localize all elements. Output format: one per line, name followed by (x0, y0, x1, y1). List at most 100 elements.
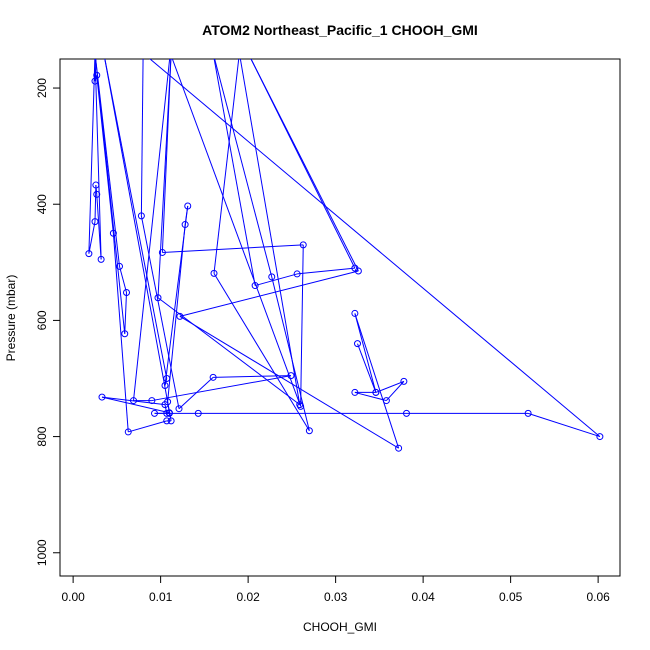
data-point (210, 269, 218, 277)
data-point (137, 212, 145, 220)
series-segment (171, 59, 302, 407)
data-point (165, 409, 173, 417)
x-tick-label: 0.00 (61, 590, 85, 604)
series-segment (95, 185, 98, 195)
data-point (209, 373, 217, 381)
data-point (151, 409, 158, 417)
series-segment (94, 185, 97, 222)
series-segment (128, 420, 167, 433)
data-point (167, 417, 175, 425)
data-point (92, 181, 100, 189)
data-point (85, 250, 93, 258)
series-segment (354, 391, 387, 402)
data-point (268, 273, 276, 281)
series-segment (213, 59, 240, 274)
data-point (596, 433, 604, 441)
x-tick-label: 0.06 (586, 590, 610, 604)
series-segment (96, 75, 114, 234)
data-point (123, 289, 130, 297)
data-point (296, 401, 304, 409)
data-point (194, 409, 202, 417)
data-point (354, 340, 361, 348)
data-point (148, 397, 156, 405)
series-segment (527, 412, 601, 438)
data-point (372, 388, 380, 396)
data-point (395, 444, 403, 452)
series-segment (94, 59, 102, 260)
series-segment (239, 59, 301, 405)
y-axis: 200 400 600 800 1000 (35, 78, 61, 566)
series-segment (375, 380, 405, 393)
data-point (184, 202, 192, 210)
data-point (101, 50, 107, 56)
data-point (161, 381, 169, 389)
y-tick-label: 1000 (35, 539, 49, 566)
data-point (97, 255, 105, 263)
series-segment (133, 59, 171, 401)
y-tick-label: 400 (35, 194, 49, 214)
series-segment (254, 273, 298, 287)
x-tick-label: 0.04 (411, 590, 435, 604)
data-point (351, 388, 359, 396)
plot-area (85, 50, 604, 452)
data-point (287, 372, 295, 380)
series-segment (250, 59, 359, 272)
series-segment (354, 313, 400, 449)
data-point (168, 50, 174, 56)
data-point (175, 405, 183, 413)
chart-title: ATOM2 Northeast_Pacific_1 CHOOH_GMI (202, 22, 478, 38)
data-point (161, 401, 169, 409)
x-axis: 0.00 0.01 0.02 0.03 0.04 0.05 0.06 (61, 575, 610, 604)
series-segment (140, 215, 180, 409)
series-segment (297, 267, 355, 275)
series-segment (88, 221, 96, 254)
x-tick-label: 0.03 (324, 590, 348, 604)
y-tick-label: 800 (35, 426, 49, 446)
data-point (163, 409, 171, 417)
data-point (121, 330, 129, 338)
x-axis-label: CHOOH_GMI (303, 620, 377, 634)
series-segment (214, 59, 273, 277)
data-point (181, 221, 189, 229)
data-point (382, 397, 390, 405)
series-segment (101, 396, 170, 414)
data-point (154, 294, 162, 302)
data-point (400, 377, 408, 385)
data-point (167, 50, 173, 56)
data-point (91, 218, 99, 226)
data-point (210, 50, 216, 56)
series-segment (213, 59, 256, 286)
data-point (299, 241, 307, 249)
series-segment (149, 59, 601, 437)
plot-frame (59, 58, 621, 577)
x-tick-label: 0.01 (149, 590, 173, 604)
y-tick-label: 200 (35, 78, 49, 98)
series-segment (104, 59, 172, 421)
series-segment (104, 59, 168, 379)
series-segment (167, 224, 186, 402)
y-axis-label: Pressure (mbar) (4, 275, 18, 362)
series-segment (151, 375, 292, 402)
data-point (293, 270, 301, 278)
series-segment (124, 292, 127, 334)
series-segment (300, 244, 304, 407)
data-point (163, 374, 171, 382)
series-segment (179, 315, 399, 449)
x-tick-label: 0.02 (236, 590, 260, 604)
series-segment (119, 266, 127, 293)
data-point (130, 397, 137, 405)
data-point (236, 50, 242, 56)
data-point (176, 312, 184, 320)
data-point (98, 393, 106, 401)
series-segment (88, 59, 96, 254)
series-segment (213, 273, 310, 432)
data-point (92, 50, 98, 56)
data-point (354, 267, 362, 275)
data-point (93, 190, 101, 198)
y-tick-label: 600 (35, 310, 49, 330)
data-point (116, 262, 123, 270)
data-point (245, 50, 251, 56)
data-point (93, 71, 101, 79)
x-tick-label: 0.05 (499, 590, 523, 604)
series-segment (179, 270, 359, 317)
